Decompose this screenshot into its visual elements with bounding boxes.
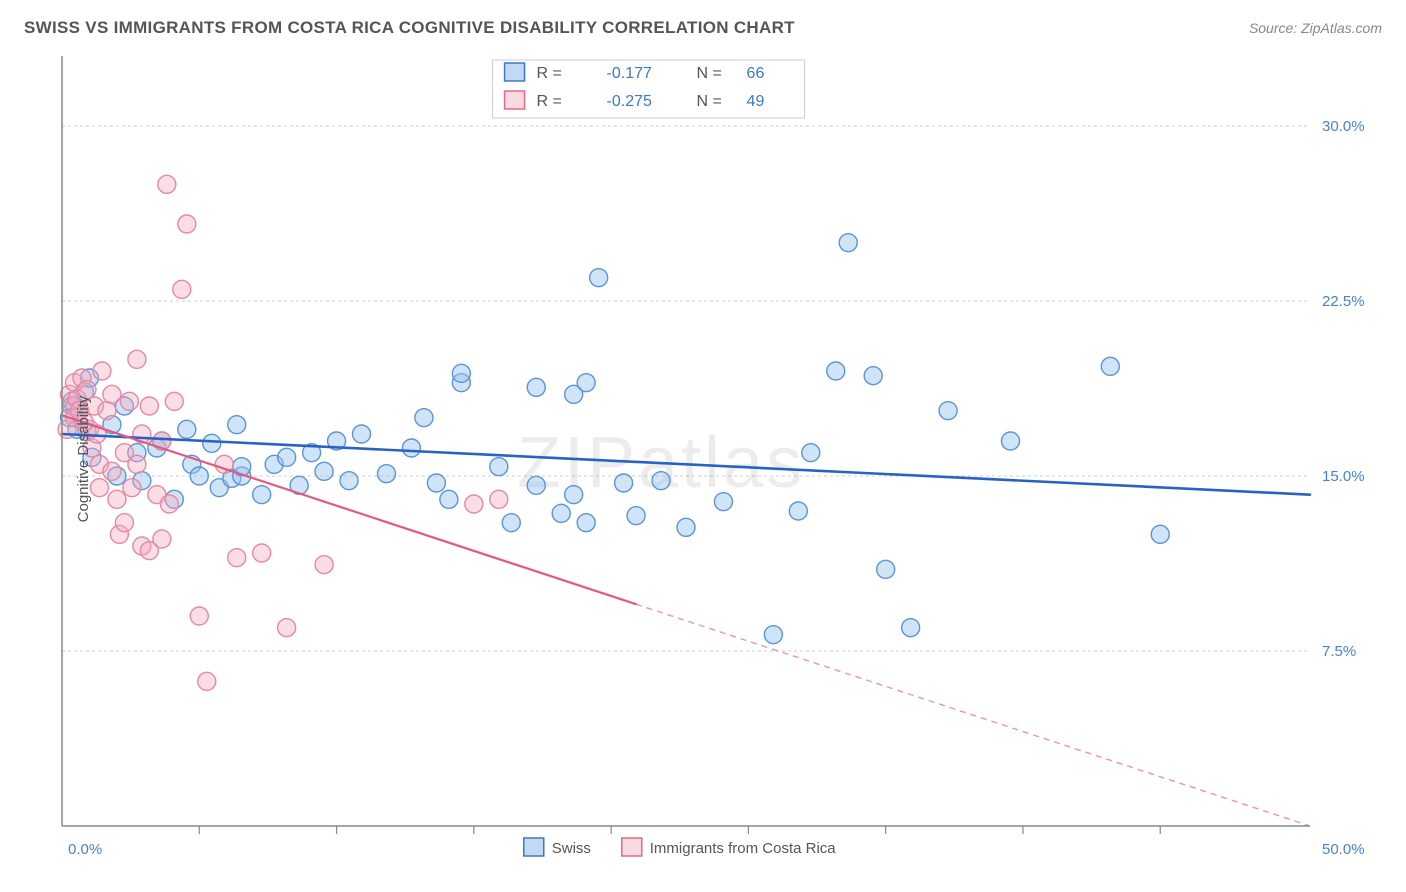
- x-tick-label: 50.0%: [1322, 841, 1365, 858]
- data-point: [577, 514, 595, 532]
- data-point: [115, 514, 133, 532]
- data-point: [1101, 357, 1119, 375]
- data-point: [902, 619, 920, 637]
- data-point: [789, 502, 807, 520]
- data-point: [278, 448, 296, 466]
- legend-n-label: N =: [697, 65, 722, 82]
- data-point: [103, 385, 121, 403]
- y-tick-label: 7.5%: [1322, 643, 1356, 660]
- data-point: [120, 392, 138, 410]
- data-point: [652, 472, 670, 490]
- data-point: [178, 215, 196, 233]
- data-point: [353, 425, 371, 443]
- data-point: [203, 434, 221, 452]
- data-point: [502, 514, 520, 532]
- y-tick-label: 22.5%: [1322, 293, 1365, 310]
- data-point: [123, 479, 141, 497]
- data-point: [153, 530, 171, 548]
- y-tick-label: 30.0%: [1322, 118, 1365, 135]
- data-point: [190, 467, 208, 485]
- data-point: [173, 280, 191, 298]
- y-axis-label: Cognitive Disability: [75, 396, 92, 523]
- scatter-chart: ZIPatlas7.5%15.0%22.5%30.0%0.0%50.0%R =-…: [24, 50, 1382, 868]
- data-point: [565, 486, 583, 504]
- data-point: [452, 364, 470, 382]
- legend-r-label: R =: [537, 65, 562, 82]
- data-point: [577, 374, 595, 392]
- data-point: [90, 479, 108, 497]
- data-point: [527, 476, 545, 494]
- chart-area: Cognitive Disability ZIPatlas7.5%15.0%22…: [24, 50, 1382, 868]
- legend-label: Swiss: [552, 840, 591, 857]
- data-point: [158, 175, 176, 193]
- data-point: [108, 490, 126, 508]
- data-point: [253, 486, 271, 504]
- x-tick-label: 0.0%: [68, 841, 102, 858]
- data-point: [440, 490, 458, 508]
- data-point: [315, 462, 333, 480]
- legend-r-label: R =: [537, 93, 562, 110]
- legend-n-value: 49: [747, 93, 765, 110]
- chart-source: Source: ZipAtlas.com: [1249, 20, 1382, 36]
- data-point: [178, 420, 196, 438]
- data-point: [98, 402, 116, 420]
- data-point: [228, 549, 246, 567]
- data-point: [490, 490, 508, 508]
- data-point: [315, 556, 333, 574]
- data-point: [864, 367, 882, 385]
- data-point: [627, 507, 645, 525]
- data-point: [165, 392, 183, 410]
- series-immigrants-from-costa-rica: [58, 175, 508, 690]
- data-point: [140, 397, 158, 415]
- legend-swatch: [622, 838, 642, 856]
- data-point: [228, 416, 246, 434]
- legend-label: Immigrants from Costa Rica: [650, 840, 837, 857]
- data-point: [128, 350, 146, 368]
- data-point: [527, 378, 545, 396]
- data-point: [93, 362, 111, 380]
- legend-r-value: -0.177: [607, 65, 652, 82]
- y-tick-label: 15.0%: [1322, 468, 1365, 485]
- legend-swatch: [505, 91, 525, 109]
- legend-r-value: -0.275: [607, 93, 652, 110]
- data-point: [278, 619, 296, 637]
- data-point: [128, 455, 146, 473]
- data-point: [198, 672, 216, 690]
- data-point: [465, 495, 483, 513]
- legend-n-value: 66: [747, 65, 765, 82]
- data-point: [552, 504, 570, 522]
- data-point: [160, 495, 178, 513]
- legend-swatch: [524, 838, 544, 856]
- data-point: [427, 474, 445, 492]
- data-point: [839, 234, 857, 252]
- data-point: [340, 472, 358, 490]
- data-point: [1001, 432, 1019, 450]
- data-point: [377, 465, 395, 483]
- data-point: [1151, 525, 1169, 543]
- data-point: [802, 444, 820, 462]
- data-point: [615, 474, 633, 492]
- legend-swatch: [505, 63, 525, 81]
- data-point: [677, 518, 695, 536]
- data-point: [939, 402, 957, 420]
- data-point: [103, 462, 121, 480]
- data-point: [490, 458, 508, 476]
- data-point: [253, 544, 271, 562]
- data-point: [764, 626, 782, 644]
- data-point: [877, 560, 895, 578]
- data-point: [590, 269, 608, 287]
- legend-n-label: N =: [697, 93, 722, 110]
- data-point: [827, 362, 845, 380]
- data-point: [402, 439, 420, 457]
- chart-title: SWISS VS IMMIGRANTS FROM COSTA RICA COGN…: [24, 18, 795, 38]
- data-point: [415, 409, 433, 427]
- data-point: [190, 607, 208, 625]
- data-point: [714, 493, 732, 511]
- trend-line-dashed: [636, 604, 1310, 826]
